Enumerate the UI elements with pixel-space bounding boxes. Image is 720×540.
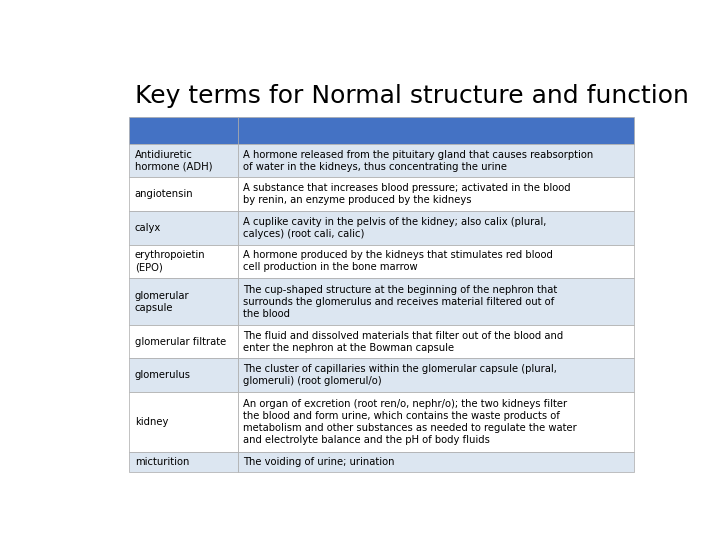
Bar bbox=[129, 392, 238, 451]
Bar bbox=[238, 278, 634, 325]
Text: kidney: kidney bbox=[135, 417, 168, 427]
Bar bbox=[129, 245, 238, 278]
Text: glomerular filtrate: glomerular filtrate bbox=[135, 336, 226, 347]
Text: A substance that increases blood pressure; activated in the blood
by renin, an e: A substance that increases blood pressur… bbox=[243, 183, 571, 205]
Bar bbox=[129, 178, 238, 211]
Bar bbox=[129, 117, 238, 144]
Bar bbox=[238, 359, 634, 392]
Text: micturition: micturition bbox=[135, 457, 189, 467]
Text: The voiding of urine; urination: The voiding of urine; urination bbox=[243, 457, 395, 467]
Text: erythropoietin
(EPO): erythropoietin (EPO) bbox=[135, 251, 205, 273]
Bar bbox=[238, 117, 634, 144]
Bar bbox=[238, 325, 634, 359]
Text: Key terms for Normal structure and function: Key terms for Normal structure and funct… bbox=[135, 84, 688, 107]
Bar bbox=[238, 144, 634, 178]
Text: The fluid and dissolved materials that filter out of the blood and
enter the nep: The fluid and dissolved materials that f… bbox=[243, 330, 564, 353]
Text: angiotensin: angiotensin bbox=[135, 189, 193, 199]
Bar bbox=[238, 211, 634, 245]
Bar bbox=[238, 178, 634, 211]
Bar bbox=[238, 451, 634, 472]
Bar bbox=[129, 359, 238, 392]
Bar bbox=[129, 211, 238, 245]
Text: glomerulus: glomerulus bbox=[135, 370, 191, 380]
Bar bbox=[129, 278, 238, 325]
Text: glomerular
capsule: glomerular capsule bbox=[135, 291, 189, 313]
Bar bbox=[129, 325, 238, 359]
Text: A hormone produced by the kidneys that stimulates red blood
cell production in t: A hormone produced by the kidneys that s… bbox=[243, 251, 553, 273]
Text: A hormone released from the pituitary gland that causes reabsorption
of water in: A hormone released from the pituitary gl… bbox=[243, 150, 593, 172]
Bar bbox=[238, 245, 634, 278]
Text: The cluster of capillaries within the glomerular capsule (plural,
glomeruli) (ro: The cluster of capillaries within the gl… bbox=[243, 364, 557, 386]
Text: An organ of excretion (root ren/o, nephr/o); the two kidneys filter
the blood an: An organ of excretion (root ren/o, nephr… bbox=[243, 399, 577, 445]
Text: The cup-shaped structure at the beginning of the nephron that
surrounds the glom: The cup-shaped structure at the beginnin… bbox=[243, 285, 557, 319]
Text: Antidiuretic
hormone (ADH): Antidiuretic hormone (ADH) bbox=[135, 150, 212, 172]
Text: calyx: calyx bbox=[135, 223, 161, 233]
Text: A cuplike cavity in the pelvis of the kidney; also calix (plural,
calyces) (root: A cuplike cavity in the pelvis of the ki… bbox=[243, 217, 546, 239]
Bar bbox=[129, 451, 238, 472]
Bar bbox=[129, 144, 238, 178]
Bar bbox=[238, 392, 634, 451]
